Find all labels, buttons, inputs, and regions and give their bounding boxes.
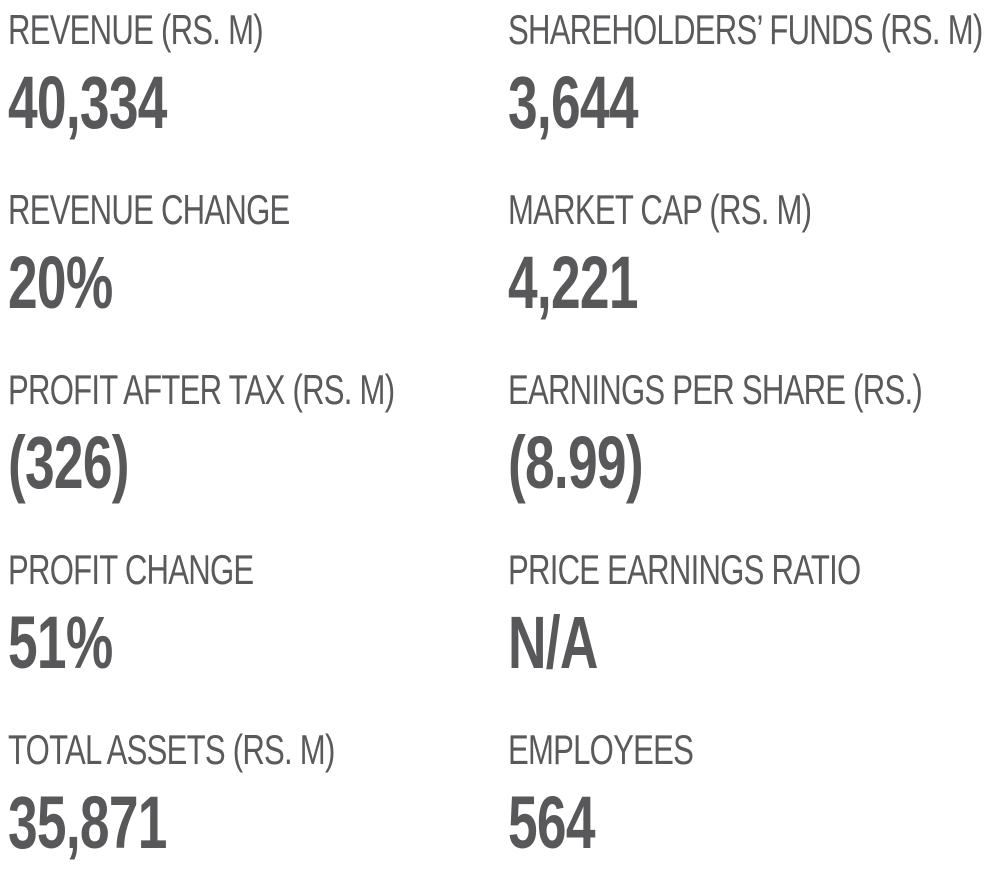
stat-value: (326) (8, 421, 130, 504)
key-figures-grid: REVENUE (RS. M) 40,334 SHAREHOLDERS’ FUN… (8, 6, 1000, 862)
stat-value: 564 (508, 781, 595, 864)
stat-value: 3,644 (508, 61, 638, 144)
stat-label: EARNINGS PER SHARE (RS.) (508, 366, 923, 413)
stat-shareholders-funds: SHAREHOLDERS’ FUNDS (RS. M) 3,644 (508, 6, 1000, 176)
stat-label: TOTAL ASSETS (RS. M) (8, 726, 335, 773)
stat-value: 35,871 (8, 781, 167, 864)
stat-label: SHAREHOLDERS’ FUNDS (RS. M) (508, 6, 983, 53)
stat-value: N/A (508, 601, 598, 684)
stat-employees: EMPLOYEES 564 (508, 726, 1000, 896)
stat-profit-change: PROFIT CHANGE 51% (8, 546, 503, 716)
stat-label: EMPLOYEES (508, 726, 694, 773)
stat-label: PRICE EARNINGS RATIO (508, 546, 861, 593)
stat-value: 4,221 (508, 241, 638, 324)
stat-label: PROFIT AFTER TAX (RS. M) (8, 366, 395, 413)
stat-label: REVENUE (RS. M) (8, 6, 264, 53)
stat-label: REVENUE CHANGE (8, 186, 290, 233)
stat-label: MARKET CAP (RS. M) (508, 186, 812, 233)
stat-earnings-per-share: EARNINGS PER SHARE (RS.) (8.99) (508, 366, 1000, 536)
stat-total-assets: TOTAL ASSETS (RS. M) 35,871 (8, 726, 503, 896)
stat-label: PROFIT CHANGE (8, 546, 254, 593)
stat-value: 40,334 (8, 61, 167, 144)
stat-profit-after-tax: PROFIT AFTER TAX (RS. M) (326) (8, 366, 503, 536)
stat-market-cap: MARKET CAP (RS. M) 4,221 (508, 186, 1000, 356)
stat-value: 51% (8, 601, 113, 684)
stat-price-earnings-ratio: PRICE EARNINGS RATIO N/A (508, 546, 1000, 716)
stat-value: (8.99) (508, 421, 644, 504)
stat-revenue: REVENUE (RS. M) 40,334 (8, 6, 503, 176)
stat-revenue-change: REVENUE CHANGE 20% (8, 186, 503, 356)
stat-value: 20% (8, 241, 113, 324)
